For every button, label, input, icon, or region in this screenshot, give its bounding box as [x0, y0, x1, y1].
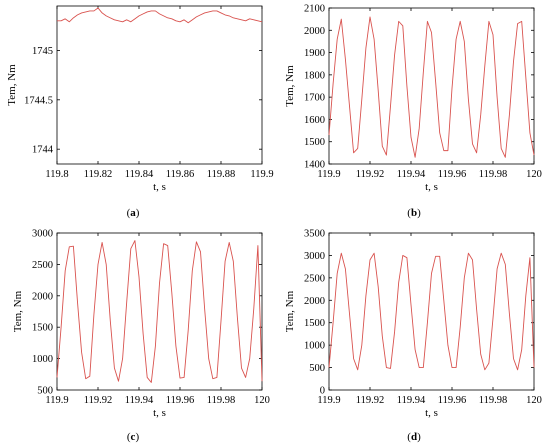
x-tick-label: 119.9 [250, 169, 273, 180]
panel-caption: (a) [127, 207, 140, 219]
y-tick-label: 3000 [32, 229, 53, 240]
series-line [56, 240, 263, 383]
y-tick-label: 1400 [304, 160, 325, 171]
x-axis-label: t, s [425, 181, 438, 193]
y-tick-label: 1500 [32, 323, 53, 334]
y-tick-label: 1900 [304, 48, 325, 59]
panel-b: 119.9 119.92 119.94 119.96 119.98 120 1400 1500… [284, 4, 542, 220]
x-tick-label: 119.86 [166, 169, 195, 180]
y-tick-label: 1000 [32, 354, 53, 365]
y-tick-label: 500 [37, 386, 53, 397]
y-tick-label: 500 [309, 363, 325, 374]
y-tick-label: 1500 [304, 318, 325, 329]
y-tick-label: 1600 [304, 115, 325, 126]
panel-a: 119.8 119.82 119.84 119.86 119.88 119.9 1744 17… [6, 5, 274, 219]
x-tick-label: 119.98 [479, 169, 508, 180]
x-tick-label: 119.92 [356, 395, 385, 406]
x-tick-label: 119.92 [356, 169, 385, 180]
y-axis-label: Tem, Nm [12, 290, 24, 332]
y-tick-label: 2000 [304, 296, 325, 307]
x-tick-label: 119.9 [317, 395, 340, 406]
panel-caption: (d) [407, 431, 421, 443]
y-tick-label: 2500 [304, 273, 325, 284]
x-tick-label: 119.84 [125, 169, 154, 180]
panel-d: 119.9 119.92 119.94 119.96 119.98 120 0 500 1000… [284, 229, 542, 444]
series-line [328, 16, 535, 158]
plot-frame [328, 232, 535, 391]
y-axis-label: Tem, Nm [284, 65, 296, 107]
x-tick-label: 119.8 [45, 169, 68, 180]
x-tick-label: 119.94 [397, 395, 426, 406]
x-tick-label: 120 [254, 395, 270, 406]
y-tick-label: 1500 [304, 137, 325, 148]
y-axis-label: Tem, Nm [284, 290, 296, 332]
x-tick-label: 119.96 [438, 395, 467, 406]
y-tick-label: 1744 [32, 145, 54, 156]
x-tick-label: 119.82 [84, 169, 113, 180]
y-tick-label: 3500 [304, 229, 325, 240]
plot-frame [328, 7, 535, 165]
y-tick-label: 1745 [32, 46, 53, 57]
x-tick-label: 119.96 [438, 169, 467, 180]
x-axis-label: t, s [153, 181, 166, 193]
plot-frame [56, 232, 263, 391]
x-tick-label: 119.98 [207, 395, 236, 406]
y-axis-label: Tem, Nm [6, 64, 18, 106]
y-tick-label: 3000 [304, 251, 325, 262]
x-tick-label: 120 [526, 169, 542, 180]
y-tick-label: 1700 [304, 93, 325, 104]
y-tick-label: 1800 [304, 70, 325, 81]
y-tick-label: 2500 [32, 260, 53, 271]
x-axis-label: t, s [425, 407, 438, 419]
series-line [328, 252, 535, 371]
x-tick-label: 119.94 [125, 395, 154, 406]
x-tick-label: 120 [526, 395, 542, 406]
x-tick-label: 119.96 [166, 395, 195, 406]
y-tick-label: 2000 [32, 291, 53, 302]
x-tick-label: 119.88 [207, 169, 236, 180]
x-tick-label: 119.9 [317, 169, 340, 180]
x-tick-label: 119.9 [45, 395, 68, 406]
plot-frame [56, 5, 263, 165]
y-tick-label: 2100 [304, 4, 325, 15]
y-tick-label: 0 [320, 386, 325, 397]
x-tick-label: 119.92 [84, 395, 113, 406]
y-tick-label: 2000 [304, 26, 325, 37]
series-line [57, 7, 263, 24]
x-tick-label: 119.98 [479, 395, 508, 406]
panel-caption: (c) [127, 431, 140, 443]
panel-caption: (b) [407, 207, 421, 219]
y-tick-label: 1744.5 [24, 95, 53, 106]
panel-c: 119.9 119.92 119.94 119.96 119.98 120 500 1000 1… [12, 229, 270, 444]
y-tick-label: 1000 [304, 341, 325, 352]
x-tick-label: 119.94 [397, 169, 426, 180]
x-axis-label: t, s [153, 407, 166, 419]
